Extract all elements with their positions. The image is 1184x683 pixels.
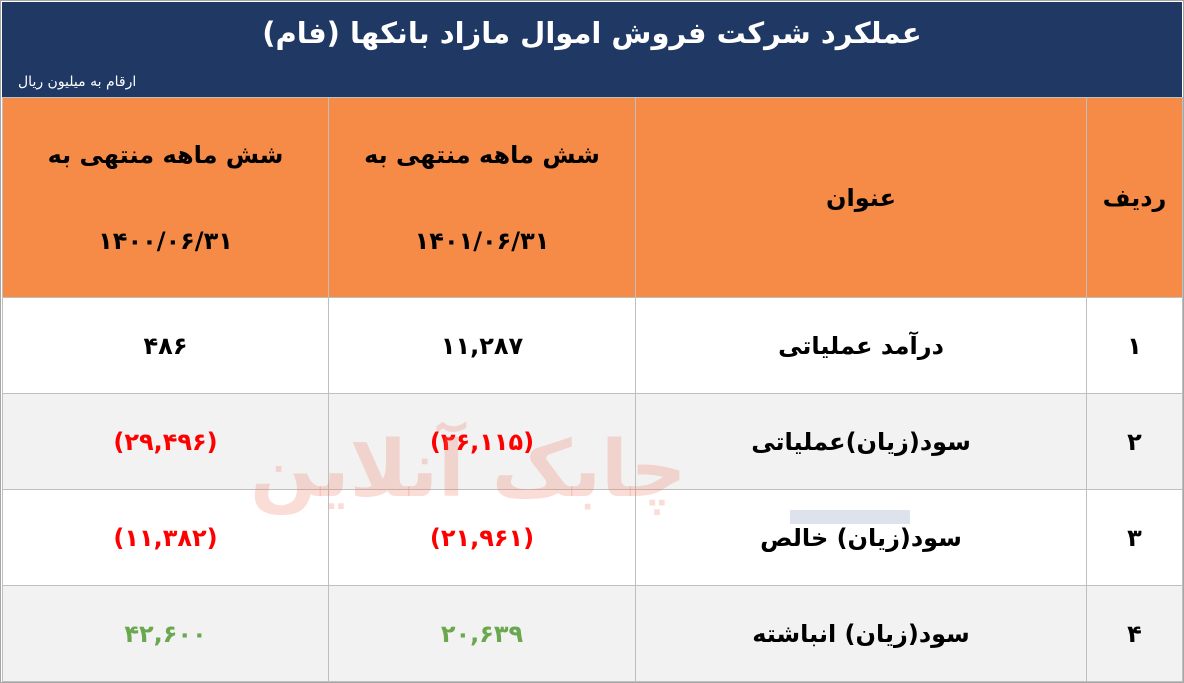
row-title: سود(زیان) خالص [635, 489, 1087, 586]
col-date: ۱۴۰۰/۰۶/۳۱ [98, 226, 233, 255]
unit-note: ارقام به میلیون ریال [18, 74, 137, 90]
value-1401: ۱۱,۲۸۷ [328, 297, 636, 394]
table-row: ۴ سود(زیان) انباشته ۲۰,۶۳۹ ۴۲,۶۰۰ [2, 585, 1183, 682]
row-index: ۳ [1086, 489, 1183, 586]
table-row: ۲ سود(زیان)عملیاتی (۲۶,۱۱۵) (۲۹,۴۹۶) [2, 393, 1183, 490]
col-label: شش ماهه منتهی به [364, 140, 600, 169]
header-row: ردیف عنوان شش ماهه منتهی به ۱۴۰۱/۰۶/۳۱ شش… [2, 97, 1183, 298]
col-header-1401: شش ماهه منتهی به ۱۴۰۱/۰۶/۳۱ [328, 97, 636, 298]
row-title: درآمد عملیاتی [635, 297, 1087, 394]
table-row: ۱ درآمد عملیاتی ۱۱,۲۸۷ ۴۸۶ [2, 297, 1183, 394]
row-index: ۱ [1086, 297, 1183, 394]
value-1400: ۴۲,۶۰۰ [2, 585, 329, 682]
row-title: سود(زیان) انباشته [635, 585, 1087, 682]
value-1401: (۲۶,۱۱۵) [328, 393, 636, 490]
watermark-bar [790, 510, 910, 524]
row-index: ۲ [1086, 393, 1183, 490]
value-1401: (۲۱,۹۶۱) [328, 489, 636, 586]
value-1400: ۴۸۶ [2, 297, 329, 394]
value-1401: ۲۰,۶۳۹ [328, 585, 636, 682]
page-title: عملکرد شرکت فروش اموال مازاد بانکها (فام… [262, 16, 922, 50]
row-index: ۴ [1086, 585, 1183, 682]
col-header-1400: شش ماهه منتهی به ۱۴۰۰/۰۶/۳۱ [2, 97, 329, 298]
value-1400: (۲۹,۴۹۶) [2, 393, 329, 490]
performance-table: ردیف عنوان شش ماهه منتهی به ۱۴۰۱/۰۶/۳۱ شش… [2, 97, 1183, 682]
title-bar: عملکرد شرکت فروش اموال مازاد بانکها (فام… [2, 2, 1182, 97]
table-row: ۳ سود(زیان) خالص (۲۱,۹۶۱) (۱۱,۳۸۲) [2, 489, 1183, 586]
col-date: ۱۴۰۱/۰۶/۳۱ [414, 226, 550, 255]
col-header-title: عنوان [635, 97, 1087, 298]
row-title: سود(زیان)عملیاتی [635, 393, 1087, 490]
col-label: شش ماهه منتهی به [47, 140, 284, 169]
col-header-index: ردیف [1086, 97, 1183, 298]
value-1400: (۱۱,۳۸۲) [2, 489, 329, 586]
